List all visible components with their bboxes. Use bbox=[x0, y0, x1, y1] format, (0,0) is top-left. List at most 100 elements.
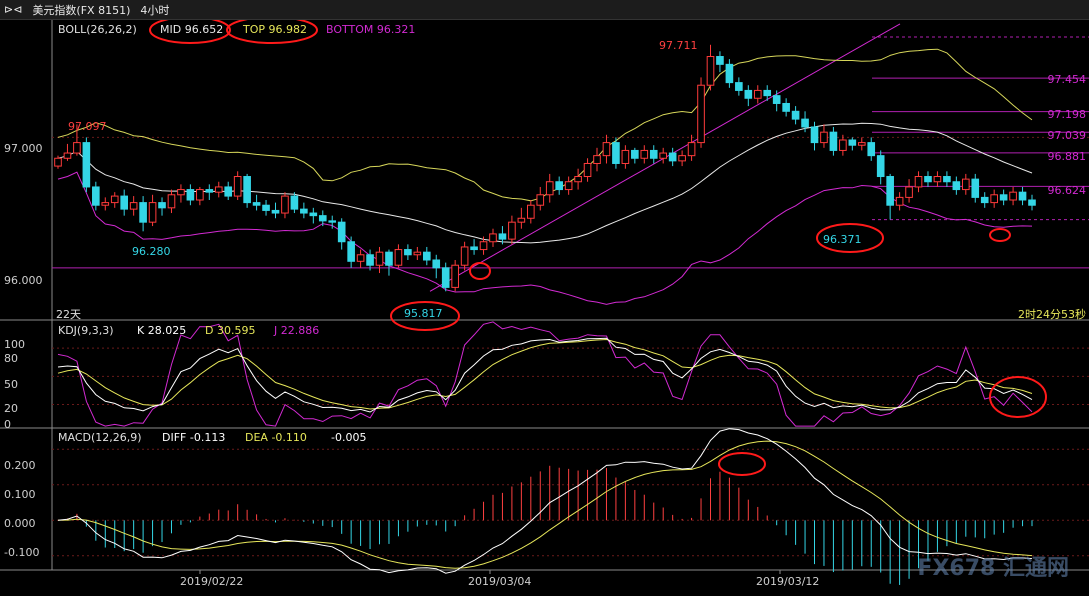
instrument-name: 美元指数(FX 8151) bbox=[32, 3, 131, 17]
macd-dea-value: DEA -0.110 bbox=[245, 431, 307, 444]
candle-body bbox=[479, 241, 488, 251]
candle-body bbox=[791, 110, 800, 120]
candle-body bbox=[971, 178, 980, 198]
annotation-circle bbox=[718, 452, 766, 476]
candle-body bbox=[574, 176, 582, 183]
candle-body bbox=[110, 195, 119, 204]
candle-body bbox=[725, 63, 734, 84]
candle-body bbox=[659, 152, 668, 159]
annotation-high: 97.711 bbox=[659, 39, 698, 52]
candle-body bbox=[999, 194, 1008, 201]
candle-body bbox=[810, 126, 819, 144]
chart-type-icon[interactable]: ⊳⊲ bbox=[4, 3, 23, 16]
candle-body bbox=[318, 215, 327, 222]
candle-body bbox=[649, 149, 658, 159]
period-selector[interactable]: 4小时 bbox=[140, 3, 170, 17]
candle-body bbox=[451, 264, 459, 288]
fib-level-label: 96.881 bbox=[1047, 150, 1087, 163]
candle-body bbox=[914, 176, 923, 188]
candle-body bbox=[508, 221, 516, 240]
candle-body bbox=[1028, 199, 1036, 206]
boll-label[interactable]: BOLL(26,26,2) bbox=[58, 23, 137, 36]
macd-label[interactable]: MACD(12,26,9) bbox=[58, 431, 142, 444]
candle-body bbox=[980, 196, 989, 204]
date-tick-label: 2019/02/22 bbox=[180, 575, 244, 588]
candle-body bbox=[536, 194, 545, 206]
annotation-circle bbox=[816, 223, 884, 253]
countdown-timer: 2时24分53秒 bbox=[1018, 308, 1086, 321]
macd-diff-value: DIFF -0.113 bbox=[162, 431, 226, 444]
candle-body bbox=[139, 202, 147, 223]
candle-body bbox=[498, 233, 507, 240]
candle-body bbox=[763, 89, 772, 97]
candle-body bbox=[186, 189, 195, 201]
candle-body bbox=[697, 84, 705, 144]
annotation-circle bbox=[989, 376, 1047, 418]
candle-body bbox=[394, 249, 403, 266]
candle-body bbox=[640, 149, 649, 159]
candle-body bbox=[54, 157, 62, 167]
candle-body bbox=[252, 202, 261, 206]
candle-body bbox=[735, 82, 743, 91]
candle-body bbox=[148, 202, 157, 223]
macd-tick-label: 0.000 bbox=[4, 517, 36, 530]
annotation-circle bbox=[390, 301, 460, 331]
candle-body bbox=[205, 189, 214, 193]
candle-body bbox=[328, 220, 337, 223]
kdj-j-line bbox=[57, 321, 1033, 427]
boll-bottom-value: BOTTOM 96.321 bbox=[326, 23, 416, 36]
candle-body bbox=[716, 56, 724, 65]
macd-histogram-value: -0.005 bbox=[331, 431, 367, 444]
fib-level-label: 96.624 bbox=[1047, 184, 1087, 197]
candle-body bbox=[243, 176, 251, 204]
candle-body bbox=[309, 212, 318, 217]
candle-body bbox=[706, 56, 715, 86]
date-tick-label: 2019/03/04 bbox=[468, 575, 532, 588]
candle-body bbox=[990, 194, 998, 204]
price-tick-label: 97.000 bbox=[4, 142, 43, 155]
candle-body bbox=[829, 131, 838, 151]
candle-body bbox=[224, 186, 233, 197]
candle-body bbox=[517, 217, 526, 223]
annotation-circle bbox=[469, 262, 491, 280]
fib-level-label: 97.454 bbox=[1047, 73, 1087, 86]
fib-level-label: 97.039 bbox=[1047, 129, 1087, 142]
candle-body bbox=[177, 189, 185, 196]
candle-body bbox=[924, 176, 932, 183]
candle-body bbox=[867, 142, 876, 157]
candle-body bbox=[300, 208, 308, 214]
macd-tick-label: 0.200 bbox=[4, 459, 36, 472]
candle-body bbox=[744, 89, 753, 99]
candle-body bbox=[961, 178, 970, 191]
annotation-circle bbox=[989, 228, 1011, 242]
candle-body bbox=[801, 118, 809, 128]
candle-body bbox=[933, 176, 942, 183]
candle-body bbox=[1009, 191, 1017, 201]
candle-body bbox=[687, 142, 696, 157]
boll-bottom-line bbox=[57, 171, 1033, 305]
macd-tick-label: -0.100 bbox=[4, 546, 40, 559]
candle-body bbox=[839, 139, 847, 151]
candle-body bbox=[895, 196, 904, 206]
candle-body bbox=[441, 267, 450, 288]
candle-body bbox=[1018, 191, 1027, 201]
candle-body bbox=[905, 186, 913, 198]
candle-body bbox=[422, 251, 431, 261]
candle-body bbox=[857, 142, 866, 146]
candle-body bbox=[63, 152, 72, 159]
candle-body bbox=[612, 142, 620, 164]
candle-body bbox=[337, 221, 346, 243]
candle-body bbox=[101, 202, 110, 206]
kdj-tick-label: 50 bbox=[4, 378, 18, 391]
candle-body bbox=[271, 209, 280, 214]
candle-body bbox=[356, 254, 365, 262]
boll-top-line bbox=[57, 48, 1033, 202]
boll-mid-line bbox=[57, 122, 1033, 244]
macd-diff-line bbox=[57, 428, 1033, 574]
candle-body bbox=[621, 149, 630, 164]
candle-body bbox=[848, 139, 857, 146]
kdj-label[interactable]: KDJ(9,3,3) bbox=[58, 324, 114, 337]
candle-body bbox=[347, 241, 355, 262]
kdj-tick-label: 0 bbox=[4, 418, 11, 431]
